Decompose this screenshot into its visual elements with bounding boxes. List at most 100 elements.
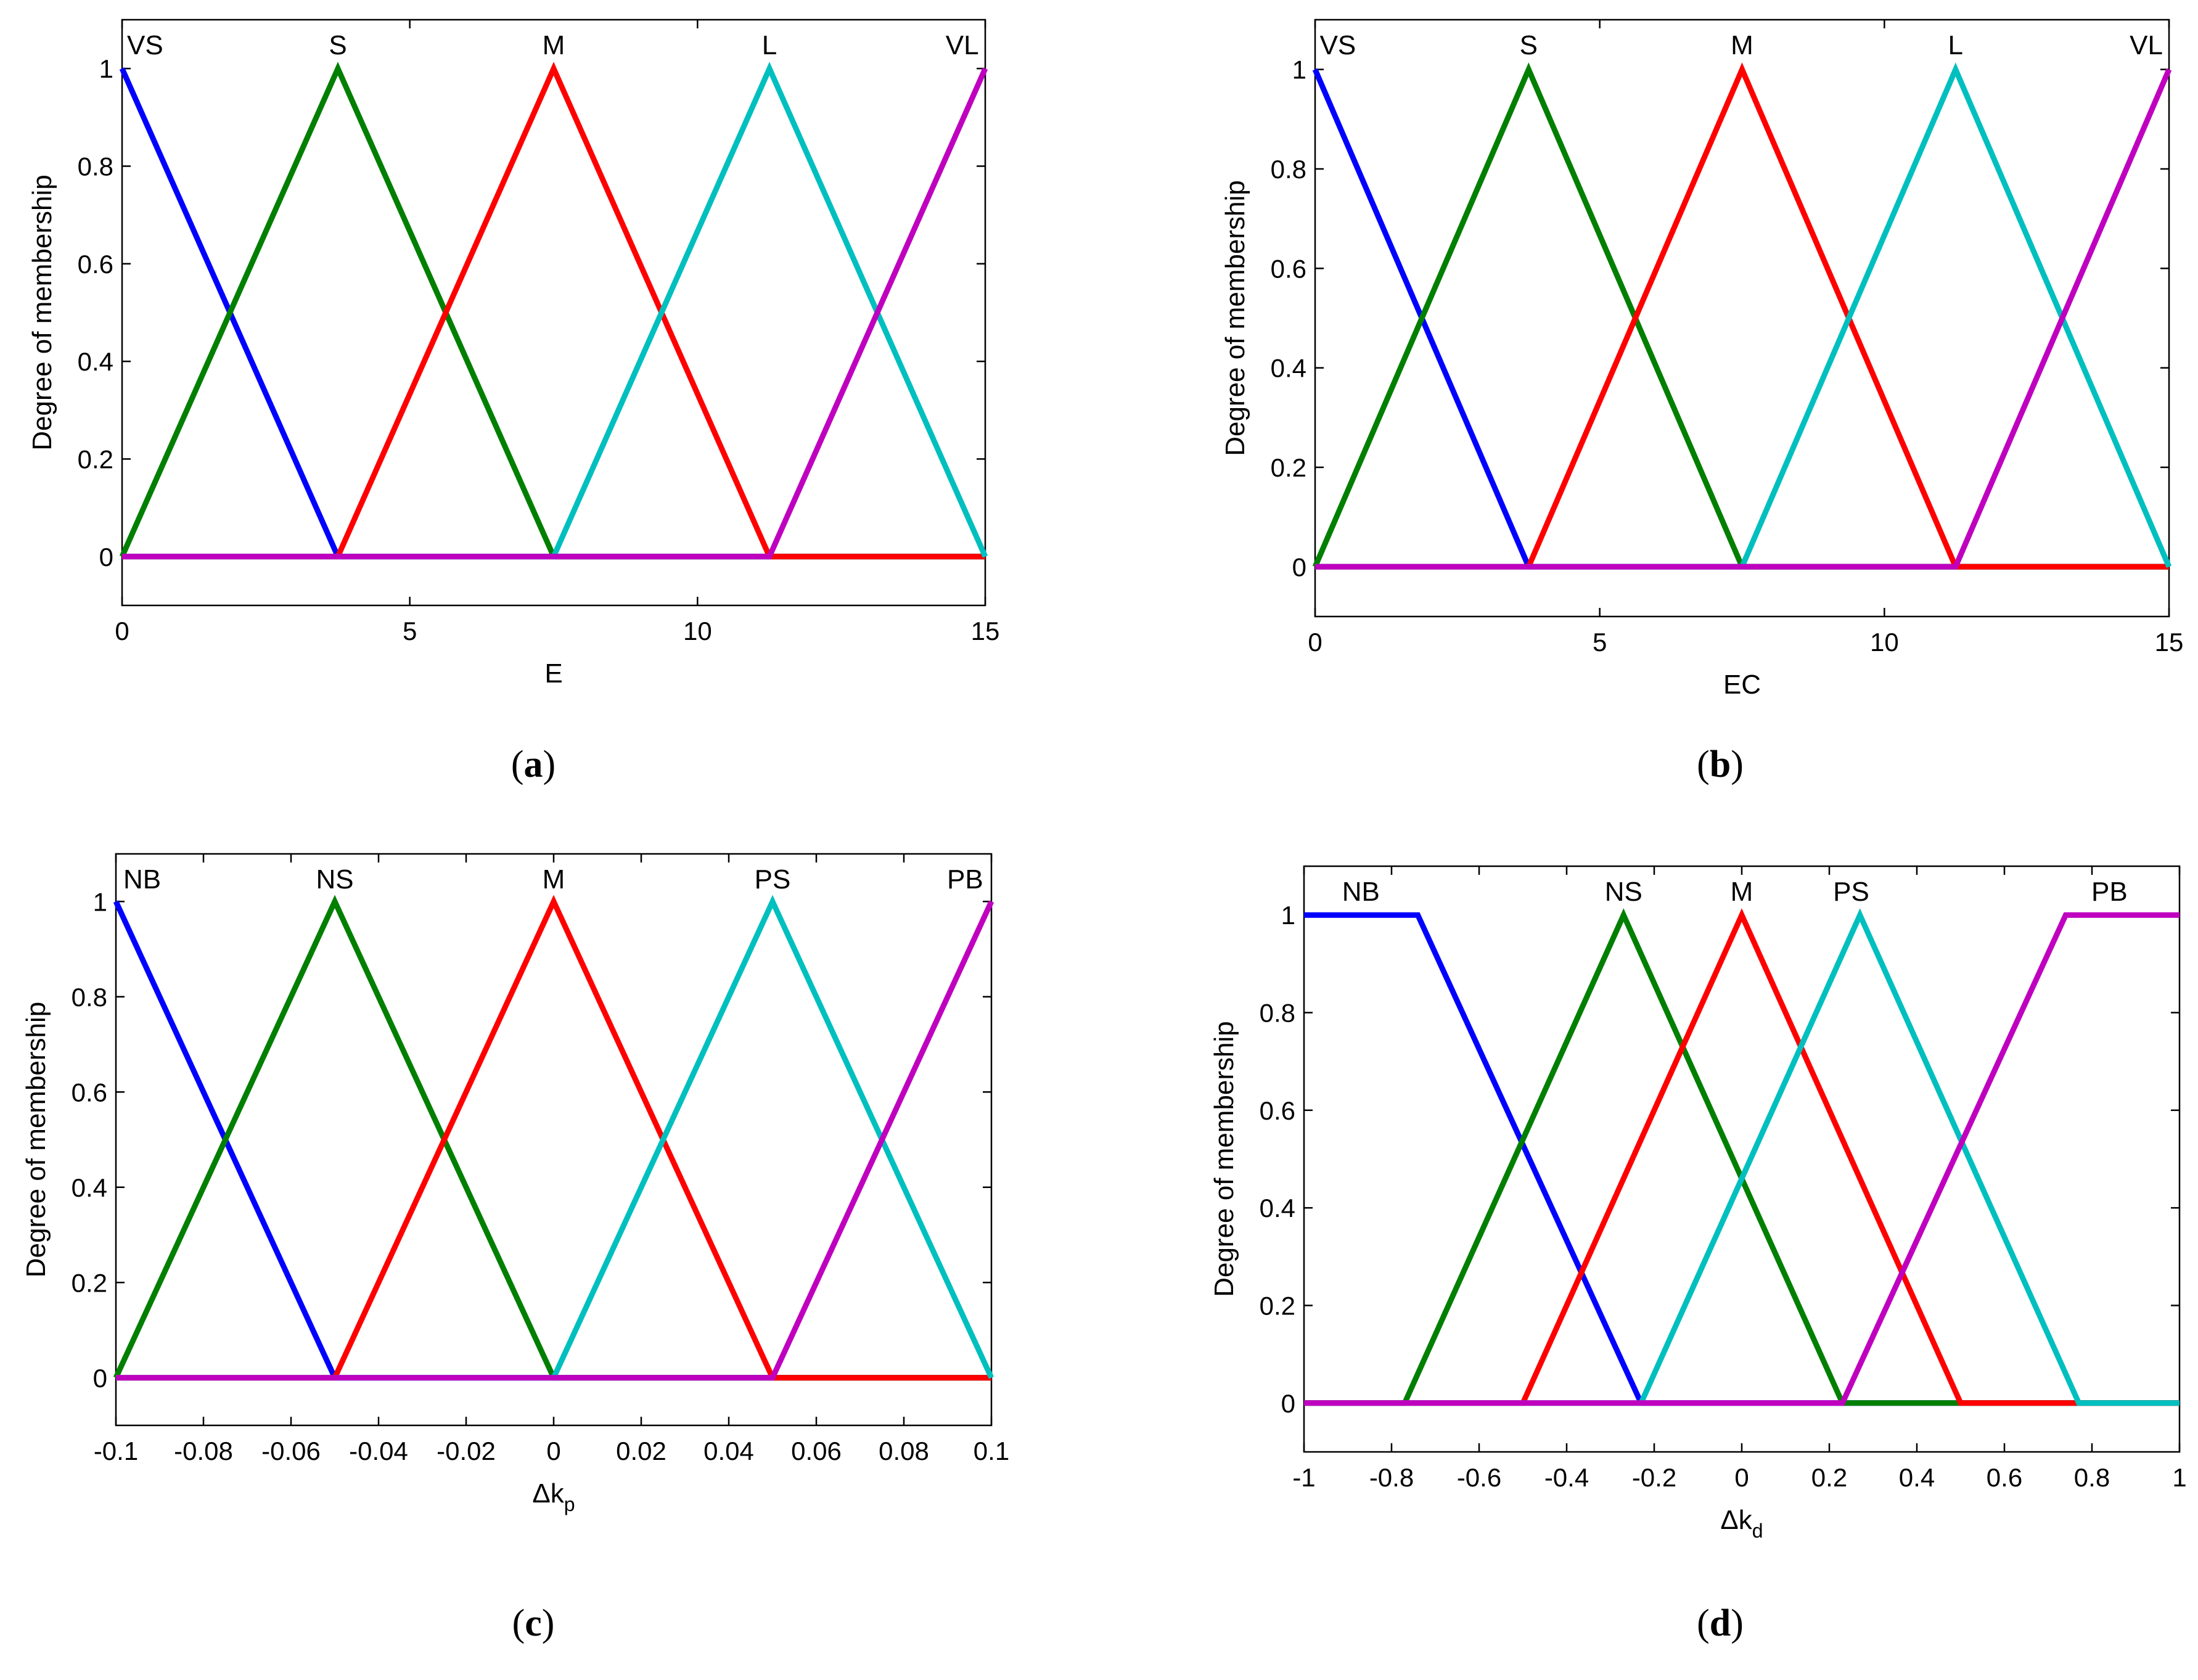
y-tick-label: 0.6 xyxy=(72,1078,107,1107)
x-axis-label: EC xyxy=(1723,670,1761,700)
y-axis-label: Degree of membership xyxy=(1220,180,1250,456)
series-label-s: S xyxy=(329,30,347,60)
y-tick-label: 0.2 xyxy=(78,445,113,474)
x-tick-label: 15 xyxy=(971,617,1000,645)
series-label-m: M xyxy=(543,864,565,895)
chart-panel-d: -1 -0.8 -0.6 -0.4 -0.2 0 0.2 0.4 0.6 0.8 1 0 0.2 0.4 0… xyxy=(1209,865,2187,1644)
y-tick-label: 0.2 xyxy=(1260,1292,1295,1321)
series-label-vl: VL xyxy=(2130,30,2163,60)
series-line-l xyxy=(1315,62,2172,570)
x-tick-label: 0 xyxy=(115,617,129,645)
y-tick-label: 0.6 xyxy=(1271,254,1306,283)
caption-letter: a xyxy=(524,744,543,785)
series-line-ns xyxy=(113,895,991,1381)
x-tick-label: -0.02 xyxy=(437,1436,496,1465)
series-label-s: S xyxy=(1520,30,1538,60)
x-tick-label: 10 xyxy=(1870,628,1899,657)
x-axis-label: E xyxy=(544,658,562,689)
x-tick-label: 10 xyxy=(683,617,712,645)
y-tick-label: 0.8 xyxy=(1271,155,1306,184)
x-tick-label: -0.04 xyxy=(349,1436,408,1465)
caption-paren-open: ( xyxy=(1697,1602,1710,1644)
series-label-m: M xyxy=(543,30,565,60)
series-label-vs: VS xyxy=(1320,30,1356,60)
y-tick-label: 0.2 xyxy=(72,1268,107,1297)
y-tick-label: 0.6 xyxy=(1260,1096,1295,1125)
x-tick-label: 0.4 xyxy=(1899,1463,1935,1492)
y-tick-label: 0 xyxy=(93,1364,107,1393)
x-tick-label: 0.8 xyxy=(2074,1463,2110,1492)
x-tick-label: 0 xyxy=(1734,1463,1749,1492)
x-tick-label: 15 xyxy=(2155,628,2184,657)
plot-frame xyxy=(1314,18,2170,618)
x-axis-label-main: E xyxy=(544,658,562,689)
x-tick-label: 0 xyxy=(1308,628,1322,657)
x-tick-label: 0.1 xyxy=(974,1436,1009,1465)
x-tick-label: 0.6 xyxy=(1987,1463,2022,1492)
chart-panel-c: -0.1 -0.08 -0.06 -0.04 -0.02 0 0.02 0.04 0.06 0.0… xyxy=(21,853,1009,1644)
caption-paren-close: ) xyxy=(1731,744,1744,785)
series-label-m: M xyxy=(1731,30,1753,60)
x-axis-label: Δkp xyxy=(532,1478,575,1515)
series-line-m xyxy=(1315,62,2169,570)
series-label-m: M xyxy=(1731,877,1753,907)
x-tick-label: -0.6 xyxy=(1457,1463,1501,1492)
series-line-ps xyxy=(116,895,994,1381)
y-axis-label: Degree of membership xyxy=(1209,1021,1239,1297)
chart-panel-a: 0 5 10 15 0 0.2 0.4 0.6 0.8 1 VS S M L VL E Degree of me… xyxy=(27,18,1000,785)
series-line-vl xyxy=(122,67,988,560)
series-line-vl xyxy=(1315,68,2172,570)
series-line-pb xyxy=(116,900,994,1381)
x-tick-label: 1 xyxy=(2172,1463,2186,1492)
x-tick-label: 0.04 xyxy=(703,1436,754,1465)
series-label-pb: PB xyxy=(947,864,983,895)
series-label-ns: NS xyxy=(316,864,353,895)
caption-letter: d xyxy=(1710,1602,1731,1644)
series-line-s xyxy=(1312,62,2169,570)
caption-paren-open: ( xyxy=(1697,744,1710,785)
series-label-ns: NS xyxy=(1605,877,1642,907)
y-tick-label: 0 xyxy=(99,543,113,572)
panel-caption: (b) xyxy=(1697,744,1744,785)
x-tick-label: -0.1 xyxy=(94,1436,138,1465)
caption-paren-close: ) xyxy=(542,1602,555,1644)
series-line-s xyxy=(119,62,985,560)
x-tick-label: 5 xyxy=(1593,628,1607,657)
y-tick-label: 0.4 xyxy=(78,347,113,376)
x-tick-label: 0.02 xyxy=(616,1436,666,1465)
panel-caption: (d) xyxy=(1697,1602,1744,1644)
series-line-m xyxy=(122,62,985,560)
y-tick-label: 0.6 xyxy=(78,250,113,279)
x-tick-label: -0.08 xyxy=(174,1436,233,1465)
y-axis-label: Degree of membership xyxy=(27,174,57,451)
x-tick-label: -0.8 xyxy=(1369,1463,1414,1492)
x-tick-label: 5 xyxy=(403,617,417,645)
y-tick-label: 0.8 xyxy=(78,152,113,181)
plot-frame xyxy=(121,18,986,607)
caption-paren-open: ( xyxy=(512,1602,525,1644)
x-tick-label: -0.06 xyxy=(261,1436,321,1465)
x-tick-label: -0.4 xyxy=(1544,1463,1589,1492)
y-tick-label: 0 xyxy=(1292,552,1306,581)
y-tick-label: 0 xyxy=(1281,1389,1295,1418)
x-tick-label: -1 xyxy=(1292,1463,1315,1492)
x-axis-label-main: Δk xyxy=(1720,1505,1752,1535)
series-label-nb: NB xyxy=(123,864,161,895)
series-label-l: L xyxy=(762,30,777,60)
x-axis-label-subscript: d xyxy=(1752,1520,1763,1542)
y-tick-label: 1 xyxy=(1281,901,1295,930)
panel-caption: (c) xyxy=(512,1602,555,1644)
y-axis-label: Degree of membership xyxy=(21,1002,51,1278)
y-tick-label: 0.2 xyxy=(1271,453,1306,482)
x-tick-label: -0.2 xyxy=(1632,1463,1676,1492)
series-label-pb: PB xyxy=(2091,877,2128,907)
series-line-vs xyxy=(119,67,985,560)
y-tick-label: 1 xyxy=(99,54,113,83)
series-label-vl: VL xyxy=(946,30,979,60)
caption-letter: c xyxy=(525,1602,542,1644)
x-axis-label-main: Δk xyxy=(532,1478,564,1509)
series-line-pb xyxy=(1304,912,2180,1406)
y-tick-label: 0.4 xyxy=(72,1173,107,1202)
series-label-vs: VS xyxy=(127,30,163,60)
